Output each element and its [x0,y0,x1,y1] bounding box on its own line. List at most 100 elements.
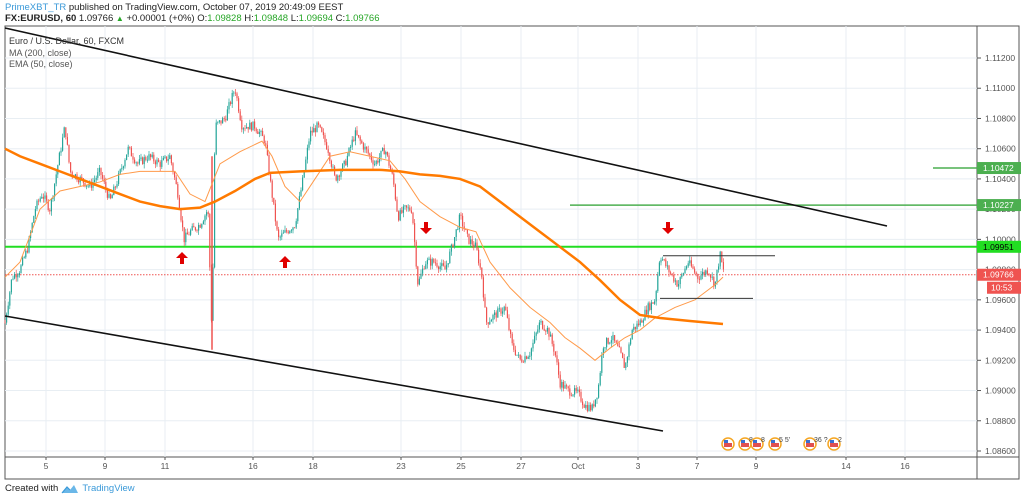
time-axis[interactable] [4,456,978,480]
candle-body [625,362,627,368]
economic-event-us-flag-icon[interactable]: 8 [750,437,765,451]
legend-ema[interactable]: EMA (50, close) [9,59,73,69]
candle-body [500,308,502,314]
candle-body [572,394,574,396]
candle-body [305,159,307,172]
candle-body [100,167,102,175]
candle-body [209,214,211,268]
candle-body [90,182,92,188]
price-label-text: 1.09766 [983,270,1014,280]
candle-body [534,335,536,343]
author-link[interactable]: PrimeXBT_TR [5,2,67,13]
candle-body [574,388,576,395]
candle-body [178,197,180,210]
high-label: H: [244,13,254,24]
candle-body [110,194,112,199]
candle-body [319,124,321,128]
candle-body [684,268,686,274]
economic-event-us-flag-icon[interactable] [721,437,735,451]
candle-body [548,328,550,337]
candle-body [6,314,8,323]
candle-body [164,156,166,158]
arrow-up-icon[interactable] [279,256,291,268]
plot-area[interactable] [4,25,978,458]
candle-body [231,93,233,104]
economic-event-us-flag-icon[interactable]: 5 5' [768,437,790,451]
candle-body [321,127,323,132]
candle-body [540,321,542,323]
candle-body [38,200,40,202]
legend-ma[interactable]: MA (200, close) [9,47,72,58]
economic-event-us-flag-icon[interactable]: 2 [827,437,842,451]
candle-body [620,347,622,353]
tradingview-link[interactable]: TradingView [82,483,135,494]
candle-body [494,312,496,316]
candle-body [121,168,123,170]
published-text: published on TradingView.com, October 07… [68,2,344,13]
candle-body [300,190,302,197]
candle-body [633,326,635,330]
candle-body [351,139,353,147]
candle-body [97,172,99,178]
legend-series-title[interactable]: Euro / U.S. Dollar, 60, FXCM [9,36,125,46]
candle-body [228,102,230,110]
candle-body [358,134,360,137]
y-tick-label: 1.10600 [985,144,1016,154]
arrow-down-icon[interactable] [420,222,432,234]
trend-line[interactable] [4,27,888,227]
candle-body [415,241,417,267]
candle-body [468,233,470,244]
candle-body [132,156,134,160]
candle-body [204,215,206,222]
candle-body [169,155,171,159]
candle-body [4,322,6,324]
candle-body [455,229,457,238]
trend-line[interactable] [4,315,664,432]
candle-body [562,381,564,389]
candle-body [286,230,288,232]
candle-body [414,223,416,242]
candle-body [166,156,168,162]
arrow-down-icon[interactable] [662,222,674,234]
candle-body [718,266,720,270]
arrow-up-icon[interactable] [176,252,188,264]
x-tick-label: 27 [516,461,526,471]
candle-body [450,244,452,252]
candle-body [255,128,257,132]
candle-body [670,272,672,274]
candle-body [558,362,560,375]
candle-body [582,401,584,406]
candle-body [246,126,248,129]
y-tick-label: 1.11200 [985,53,1015,63]
candle-body [36,200,38,210]
candle-body [81,176,83,179]
event-count: 8 [761,437,765,444]
candle-body [122,166,124,169]
candle-body [566,385,568,387]
candle-body [289,230,291,234]
candle-body [690,260,692,267]
candle-body [377,160,379,163]
price-label-text: 1.10227 [983,200,1014,210]
candle-body [127,146,129,155]
candle-body [153,154,155,162]
candle-body [265,143,267,145]
candle-body [260,131,262,133]
candle-body [543,328,545,331]
candle-body [422,268,424,274]
candle-body [556,355,558,363]
candle-body [20,265,22,273]
candle-body [604,347,606,349]
candle-body [55,174,57,184]
y-tick-label: 1.09600 [985,295,1016,305]
candle-body [249,122,251,130]
candle-body [601,354,603,373]
candle-body [428,258,430,260]
candle-body [564,385,566,389]
candle-body [94,179,96,182]
candle-body [310,130,312,142]
economic-event-us-flag-icon[interactable]: 36 ? [803,437,828,451]
candle-body [417,266,419,285]
candle-body [70,162,72,172]
